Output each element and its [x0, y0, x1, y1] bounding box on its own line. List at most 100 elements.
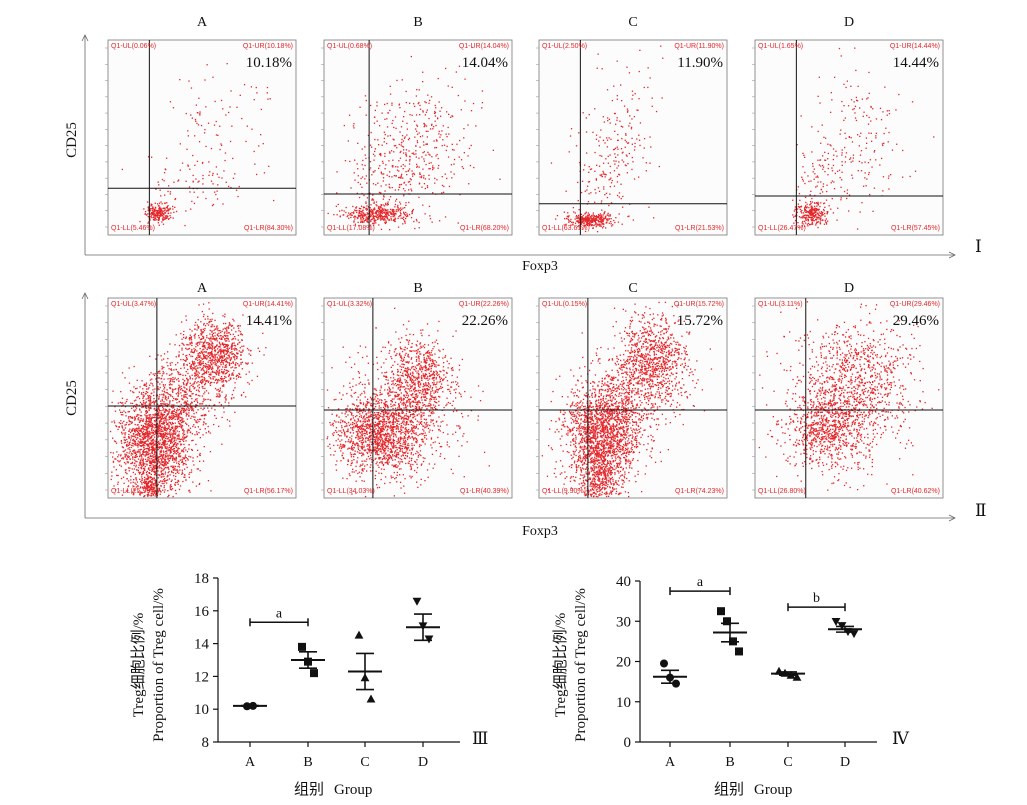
event-dot	[588, 220, 590, 222]
event-dot	[158, 412, 160, 414]
event-dot	[190, 469, 193, 471]
event-dot	[824, 212, 826, 215]
event-dot	[155, 455, 157, 457]
event-dot	[600, 218, 602, 220]
event-dot	[797, 186, 799, 188]
event-dot	[225, 114, 227, 116]
event-dot	[197, 449, 199, 451]
event-dot	[370, 219, 372, 221]
event-dot	[208, 308, 210, 310]
event-dot	[233, 354, 236, 356]
event-dot	[165, 467, 167, 469]
event-dot	[397, 210, 399, 212]
event-dot	[423, 122, 425, 125]
event-dot	[152, 446, 154, 448]
event-dot	[207, 122, 210, 124]
event-dot	[166, 446, 168, 448]
event-dot	[129, 444, 131, 446]
event-dot	[237, 374, 239, 377]
event-dot	[360, 214, 362, 217]
event-dot	[155, 439, 157, 441]
event-dot	[441, 192, 443, 194]
event-dot	[132, 471, 134, 474]
event-dot	[145, 451, 147, 453]
event-dot	[230, 90, 232, 92]
event-dot	[362, 215, 364, 217]
event-dot	[158, 443, 161, 446]
event-dot	[608, 218, 610, 220]
event-dot	[202, 349, 204, 351]
event-dot	[211, 352, 213, 355]
event-dot	[837, 170, 839, 172]
event-dot	[207, 346, 209, 349]
event-dot	[591, 215, 593, 217]
event-dot	[600, 224, 602, 226]
event-dot	[234, 173, 236, 175]
event-dot	[614, 163, 616, 165]
event-dot	[202, 362, 204, 364]
event-dot	[227, 344, 229, 346]
event-dot	[208, 353, 210, 355]
event-dot	[161, 468, 163, 470]
event-dot	[225, 181, 227, 183]
event-dot	[418, 166, 420, 168]
event-dot	[154, 448, 156, 450]
event-dot	[416, 124, 418, 126]
event-dot	[173, 436, 176, 438]
event-dot	[143, 384, 145, 386]
event-dot	[584, 230, 587, 233]
event-dot	[171, 421, 173, 424]
event-dot	[188, 362, 191, 364]
event-dot	[588, 218, 590, 220]
event-dot	[159, 450, 161, 452]
event-dot	[168, 468, 170, 470]
event-dot	[208, 352, 211, 354]
event-dot	[804, 156, 806, 158]
event-dot	[158, 409, 161, 412]
event-dot	[363, 220, 365, 222]
event-dot	[408, 150, 410, 152]
event-dot	[162, 440, 165, 443]
event-dot	[377, 218, 379, 220]
event-dot	[146, 424, 148, 426]
event-dot	[600, 214, 603, 216]
event-dot	[815, 214, 817, 216]
event-dot	[589, 221, 591, 224]
event-dot	[221, 343, 223, 345]
event-dot	[134, 419, 136, 421]
event-dot	[172, 107, 175, 109]
event-dot	[333, 214, 335, 216]
event-dot	[821, 212, 823, 215]
event-dot	[151, 477, 154, 479]
event-dot	[145, 426, 147, 429]
event-dot	[647, 86, 649, 89]
event-dot	[171, 424, 173, 426]
event-dot	[407, 215, 409, 217]
event-dot	[403, 137, 406, 139]
event-dot	[177, 448, 179, 450]
event-dot	[220, 355, 222, 358]
event-dot	[609, 178, 611, 180]
event-dot	[400, 183, 403, 186]
event-dot	[422, 168, 424, 170]
event-dot	[159, 451, 161, 453]
event-dot	[211, 341, 213, 344]
event-dot	[189, 388, 191, 390]
event-dot	[115, 425, 117, 427]
event-dot	[134, 418, 136, 420]
event-dot	[153, 447, 155, 449]
event-dot	[136, 437, 138, 439]
event-dot	[232, 374, 234, 376]
event-dot	[188, 476, 190, 478]
event-dot	[361, 192, 363, 195]
event-dot	[142, 433, 144, 435]
event-dot	[216, 360, 219, 362]
event-dot	[157, 460, 159, 462]
event-dot	[124, 427, 127, 429]
event-dot	[232, 348, 234, 350]
event-dot	[118, 422, 120, 424]
event-dot	[186, 418, 189, 420]
event-dot	[610, 202, 613, 204]
event-dot	[380, 228, 383, 230]
event-dot	[217, 379, 219, 382]
